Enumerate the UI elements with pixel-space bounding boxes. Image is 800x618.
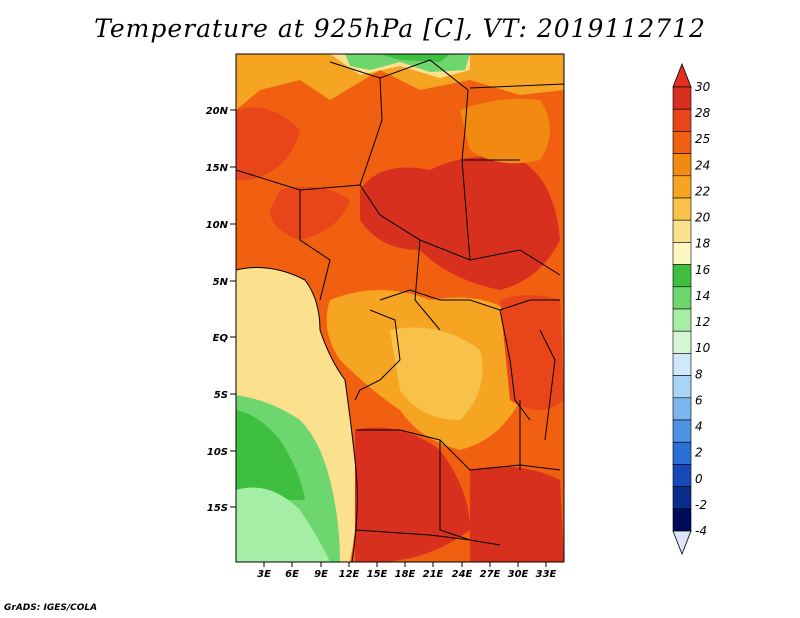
colorbar-cell: [672, 197, 692, 221]
lat-tick-label: 10S: [207, 447, 228, 458]
lon-tick-label: 15E: [367, 569, 388, 580]
colorbar-label: 0: [695, 472, 703, 486]
map-frame: [235, 53, 565, 563]
lon-tick-label: 6E: [285, 569, 299, 580]
colorbar-cell: [672, 464, 692, 487]
colorbar-label: 24: [695, 158, 710, 172]
colorbar-label: 30: [695, 80, 711, 94]
lat-tick-label: 10N: [206, 220, 229, 231]
colorbar-label: 6: [695, 393, 703, 407]
chart-title: Temperature at 925hPa [C], VT: 201911271…: [94, 14, 706, 43]
colorbar-label: 2: [695, 446, 703, 460]
colorbar-bottom-arrow: [672, 530, 692, 556]
colorbar-label: 22: [695, 184, 710, 198]
colorbar-cell: [672, 175, 692, 199]
lat-tick-label: 15N: [206, 163, 229, 174]
colorbar-top-arrow: [672, 62, 692, 88]
lon-tick-label: 27E: [480, 569, 501, 580]
colorbar-label: 10: [695, 341, 711, 355]
colorbar-label: 18: [695, 237, 711, 251]
colorbar-cell: [672, 375, 692, 399]
country-borders: [236, 59, 564, 562]
colorbar-cell: [672, 308, 692, 332]
lat-tick-label: 5N: [213, 277, 229, 288]
colorbar-cell: [672, 353, 692, 376]
colorbar-label: 16: [695, 263, 711, 277]
colorbar-cell: [672, 153, 692, 177]
lat-tick-label: 5S: [214, 390, 228, 401]
colorbar-cell: [672, 486, 692, 510]
colorbar-label: 20: [695, 211, 711, 225]
colorbar-label: 8: [695, 367, 703, 381]
colorbar-label: 12: [695, 315, 710, 329]
colorbar-cell: [672, 419, 692, 443]
lat-tick-label: 15S: [207, 503, 228, 514]
lon-tick-label: 21E: [423, 569, 444, 580]
lon-tick-label: 9E: [314, 569, 328, 580]
colorbar-cell: [672, 508, 692, 532]
colorbar-cell: [672, 264, 692, 288]
lon-tick-label: 12E: [339, 569, 360, 580]
colorbar-cell: [672, 242, 692, 265]
colorbar-cell: [672, 286, 692, 310]
colorbar-cell: [672, 131, 692, 154]
lon-tick-label: 3E: [257, 569, 271, 580]
colorbar-label: 25: [695, 132, 710, 146]
colorbar-cell: [672, 219, 692, 243]
colorbar-label: -2: [695, 498, 707, 512]
colorbar-cell: [672, 441, 692, 465]
lon-tick-label: 30E: [508, 569, 529, 580]
colorbar-cell: [672, 86, 692, 110]
colorbar-cell: [672, 330, 692, 354]
temperature-field: [236, 54, 564, 562]
grads-credit: GrADS: IGES/COLA: [4, 603, 98, 613]
colorbar-cell: [672, 108, 692, 132]
lon-tick-label: 18E: [395, 569, 416, 580]
lat-axis: 20N 15N 10N 5N EQ 5S 10S 15S: [206, 106, 236, 514]
colorbar-label: -4: [695, 524, 707, 538]
lat-tick-label: EQ: [213, 333, 229, 344]
colorbar-label: 4: [695, 420, 703, 434]
colorbar-cell: [672, 397, 692, 421]
lon-tick-label: 24E: [452, 569, 473, 580]
lon-tick-label: 33E: [536, 569, 557, 580]
lat-tick-label: 20N: [206, 106, 229, 117]
lon-axis: 3E 6E 9E 12E 15E 18E 21E 24E 27E 30E 33E: [257, 562, 557, 580]
colorbar-label: 14: [695, 289, 710, 303]
colorbar-label: 28: [695, 106, 711, 120]
